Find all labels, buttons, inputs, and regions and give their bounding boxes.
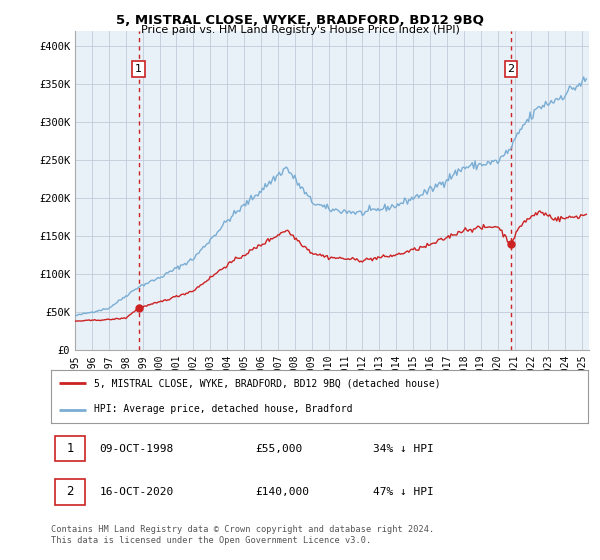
Text: HPI: Average price, detached house, Bradford: HPI: Average price, detached house, Brad… <box>94 404 352 414</box>
Text: 34% ↓ HPI: 34% ↓ HPI <box>373 444 434 454</box>
Text: 5, MISTRAL CLOSE, WYKE, BRADFORD, BD12 9BQ: 5, MISTRAL CLOSE, WYKE, BRADFORD, BD12 9… <box>116 14 484 27</box>
Text: 1: 1 <box>135 64 142 74</box>
Text: 47% ↓ HPI: 47% ↓ HPI <box>373 487 434 497</box>
Bar <box>139 31 589 350</box>
Text: 2: 2 <box>508 64 515 74</box>
Text: £55,000: £55,000 <box>255 444 302 454</box>
FancyBboxPatch shape <box>55 479 85 505</box>
Text: 2: 2 <box>67 486 74 498</box>
FancyBboxPatch shape <box>55 436 85 461</box>
Text: 5, MISTRAL CLOSE, WYKE, BRADFORD, BD12 9BQ (detached house): 5, MISTRAL CLOSE, WYKE, BRADFORD, BD12 9… <box>94 379 440 389</box>
Text: £140,000: £140,000 <box>255 487 309 497</box>
Text: Contains HM Land Registry data © Crown copyright and database right 2024.
This d: Contains HM Land Registry data © Crown c… <box>51 525 434 545</box>
Text: 09-OCT-1998: 09-OCT-1998 <box>100 444 173 454</box>
Text: 1: 1 <box>67 442 74 455</box>
Text: 16-OCT-2020: 16-OCT-2020 <box>100 487 173 497</box>
Text: Price paid vs. HM Land Registry's House Price Index (HPI): Price paid vs. HM Land Registry's House … <box>140 25 460 35</box>
